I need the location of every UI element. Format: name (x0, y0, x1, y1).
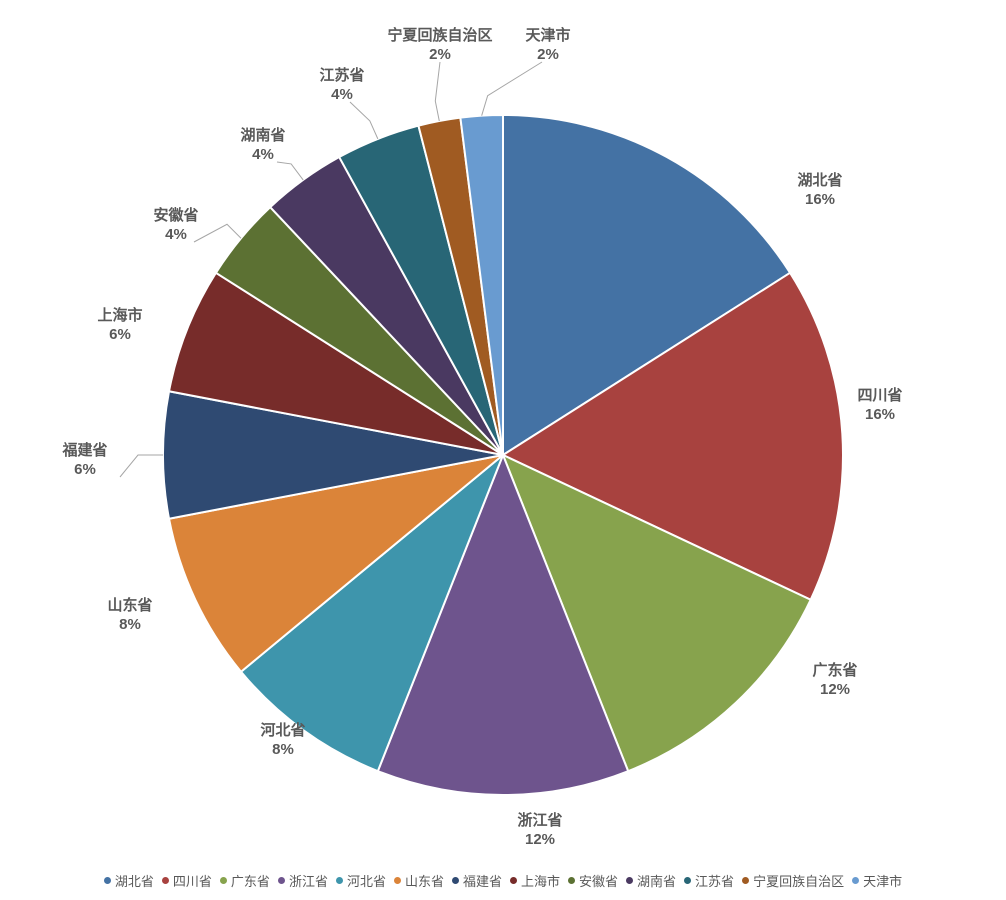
legend-label: 天津市 (863, 874, 902, 889)
slice-label-name: 江苏省 (319, 66, 364, 84)
slice-label-name: 安徽省 (153, 206, 198, 224)
legend-label: 河北省 (347, 874, 386, 889)
slice-label-percent: 8% (272, 741, 294, 758)
legend-label: 广东省 (231, 874, 270, 889)
slice-label-name: 河北省 (260, 721, 305, 739)
legend-label: 上海市 (521, 874, 560, 889)
legend-dot (852, 877, 859, 884)
slice-label-name: 湖北省 (797, 171, 842, 189)
legend: 湖北省 四川省 广东省 浙江省 河北省 山东省 福建省 上海市 安徽省 湖南省 江苏省 宁夏回族自治区… (0, 871, 1006, 890)
slice-label-percent: 16% (805, 191, 835, 208)
legend-label: 福建省 (463, 874, 502, 889)
legend-label: 宁夏回族自治区 (753, 874, 844, 889)
slice-label-name: 四川省 (857, 386, 902, 404)
legend-label: 江苏省 (695, 874, 734, 889)
slice-label-percent: 6% (74, 461, 96, 478)
legend-dot (742, 877, 749, 884)
slice-label-name: 上海市 (97, 306, 142, 324)
legend-dot (626, 877, 633, 884)
legend-item: 天津市 (852, 871, 902, 890)
legend-item: 广东省 (220, 871, 270, 890)
legend-dot (684, 877, 691, 884)
legend-label: 安徽省 (579, 874, 618, 889)
leader-line (482, 62, 542, 116)
legend-item: 四川省 (162, 871, 212, 890)
legend-item: 上海市 (510, 871, 560, 890)
legend-item: 湖北省 (104, 871, 154, 890)
legend-dot (568, 877, 575, 884)
slice-label-percent: 4% (331, 86, 353, 103)
legend-dot (336, 877, 343, 884)
legend-dot (220, 877, 227, 884)
slice-label-percent: 4% (165, 226, 187, 243)
slice-label-percent: 16% (865, 406, 895, 423)
leader-line (350, 102, 378, 139)
legend-dot (510, 877, 517, 884)
legend-dot (104, 877, 111, 884)
legend-item: 河北省 (336, 871, 386, 890)
pie-svg: 湖北省 16% 四川省 16% 广东省 12% 浙江省 12% 河北省 8% 山东省 8% 福建省 6% 上… (0, 0, 1006, 860)
slice-label-name: 浙江省 (517, 811, 562, 829)
slice-label-name: 福建省 (61, 441, 107, 459)
leader-line (194, 224, 241, 242)
slice-label-percent: 12% (525, 831, 555, 848)
legend-dot (394, 877, 401, 884)
slice-label-percent: 2% (429, 46, 451, 63)
slice-label-name: 天津市 (525, 26, 570, 44)
slice-label-percent: 6% (109, 326, 131, 343)
pie-chart: 湖北省 16% 四川省 16% 广东省 12% 浙江省 12% 河北省 8% 山东省 8% 福建省 6% 上… (0, 0, 1006, 860)
leader-line (435, 62, 440, 121)
legend-item: 湖南省 (626, 871, 676, 890)
legend-label: 浙江省 (289, 874, 328, 889)
slice-label-name: 广东省 (812, 661, 857, 679)
slice-label-percent: 4% (252, 146, 274, 163)
legend-dot (278, 877, 285, 884)
legend-item: 宁夏回族自治区 (742, 871, 844, 890)
legend-dot (452, 877, 459, 884)
slice-label-percent: 12% (820, 681, 850, 698)
legend-item: 福建省 (452, 871, 502, 890)
legend-item: 江苏省 (684, 871, 734, 890)
leader-line (120, 455, 163, 477)
slice-label-name: 宁夏回族自治区 (387, 26, 492, 44)
leader-line (277, 162, 303, 180)
slice-label-name: 山东省 (107, 596, 152, 614)
slice-label-percent: 2% (537, 46, 559, 63)
slice-label-name: 湖南省 (240, 126, 285, 144)
legend-label: 山东省 (405, 874, 444, 889)
legend-item: 浙江省 (278, 871, 328, 890)
legend-label: 湖北省 (115, 874, 154, 889)
legend-label: 湖南省 (637, 874, 676, 889)
legend-label: 四川省 (173, 874, 212, 889)
legend-item: 安徽省 (568, 871, 618, 890)
legend-dot (162, 877, 169, 884)
slice-label-percent: 8% (119, 616, 141, 633)
legend-item: 山东省 (394, 871, 444, 890)
